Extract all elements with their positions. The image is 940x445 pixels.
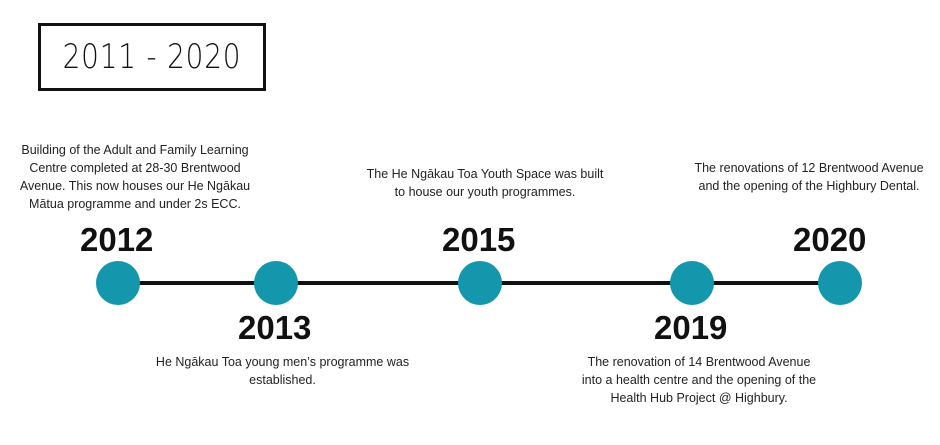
timeline-dot-2015 [458,261,502,305]
page-title: 2011 - 2020 [62,37,242,77]
event-year-2020: 2020 [793,221,867,258]
event-description-2013: He Ngākau Toa young men’s programme was … [155,355,410,387]
timeline-dot-2020 [818,261,862,305]
event-year-2012: 2012 [80,221,154,258]
timeline-dot-2019 [670,261,714,305]
event-description-2020: The renovations of 12 Brentwood Avenue a… [694,161,924,193]
event-description-2012: Building of the Adult and Family Learnin… [19,143,251,211]
event-year-2013: 2013 [238,309,312,346]
event-year-2015: 2015 [442,221,516,258]
event-year-2019: 2019 [654,309,728,346]
event-description-2015: The He Ngākau Toa Youth Space was built … [366,167,604,199]
title-box: 2011 - 2020 [38,23,266,91]
timeline-dot-2013 [254,261,298,305]
event-description-2019: The renovation of 14 Brentwood Avenue in… [581,355,817,405]
timeline-dot-2012 [96,261,140,305]
